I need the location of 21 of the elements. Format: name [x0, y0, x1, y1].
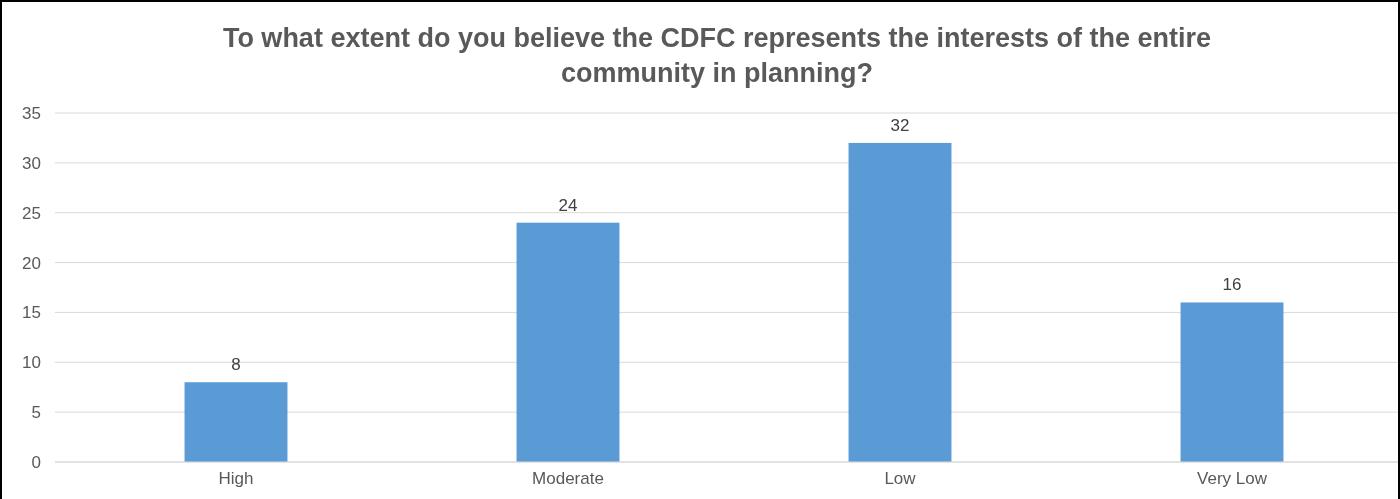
bar — [1180, 302, 1284, 462]
bar — [184, 382, 288, 462]
y-tick-label: 10 — [22, 353, 41, 373]
data-label: 24 — [558, 195, 578, 215]
y-tick-label: 25 — [22, 203, 41, 223]
y-tick-label: 20 — [22, 253, 41, 273]
x-tick-label: Moderate — [532, 469, 604, 489]
bar — [516, 222, 620, 462]
y-tick-label: 15 — [22, 303, 41, 323]
y-tick-label: 5 — [31, 403, 41, 423]
y-tick-label: 30 — [22, 153, 41, 173]
data-label: 8 — [231, 355, 241, 375]
chart-title: To what extent do you believe the CDFC represents the interests of the entire community in planning? — [222, 23, 1212, 88]
y-tick-label: 35 — [22, 103, 41, 123]
data-label: 16 — [1222, 275, 1242, 295]
data-label: 32 — [890, 115, 910, 135]
x-tick-label: Low — [884, 469, 917, 489]
x-tick-label: High — [218, 469, 254, 489]
bar — [848, 142, 952, 462]
x-tick-label: Very Low — [1197, 469, 1268, 489]
y-tick-label: 0 — [31, 452, 41, 472]
